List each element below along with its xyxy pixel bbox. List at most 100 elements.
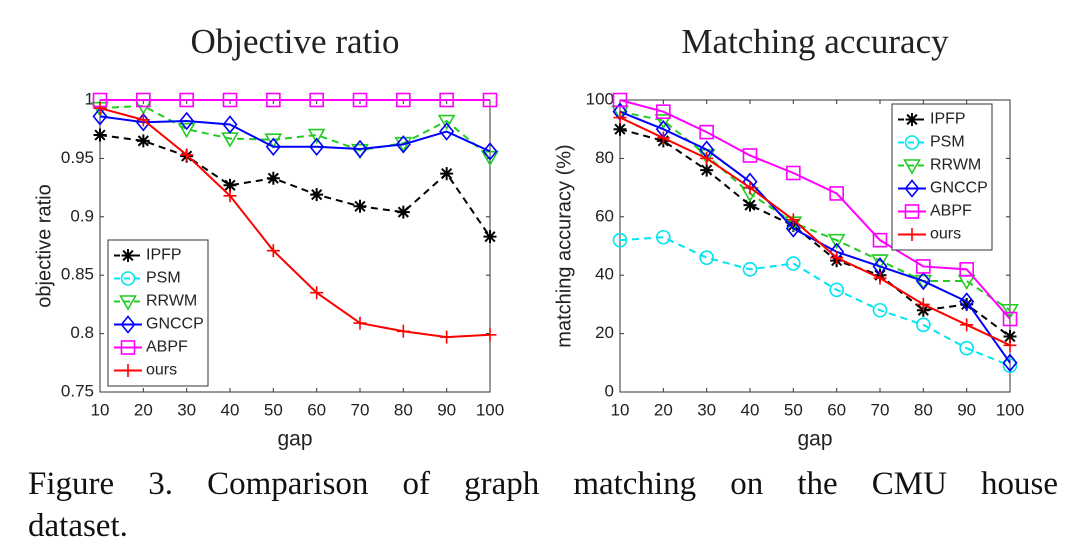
marker xyxy=(437,114,456,131)
marker xyxy=(309,92,324,108)
marker xyxy=(700,163,714,177)
x-tick-label: 10 xyxy=(611,400,630,419)
legend-box xyxy=(891,103,993,251)
marker xyxy=(1003,338,1017,352)
series-line xyxy=(99,115,491,153)
marker xyxy=(93,101,107,115)
legend-label: ours xyxy=(930,226,961,243)
marker xyxy=(310,286,324,300)
legend-label: ours xyxy=(146,362,177,379)
legend-label: IPFP xyxy=(146,247,182,264)
marker xyxy=(656,229,671,245)
marker xyxy=(699,250,714,265)
legend-label: GNCCP xyxy=(146,316,204,333)
marker xyxy=(699,124,714,140)
marker xyxy=(310,188,324,202)
y-tick-label: 80 xyxy=(595,148,614,167)
x-tick-label: 90 xyxy=(437,400,456,419)
chart-title: Objective ratio xyxy=(191,22,400,61)
marker xyxy=(1003,330,1017,344)
marker xyxy=(915,271,931,291)
chart-title: Matching accuracy xyxy=(681,22,949,61)
marker xyxy=(136,113,150,127)
marker xyxy=(872,302,888,318)
marker xyxy=(395,135,411,154)
marker xyxy=(960,318,974,332)
legend-label: GNCCP xyxy=(930,180,988,197)
caption-line: dataset. xyxy=(28,508,128,544)
marker xyxy=(786,256,801,271)
marker xyxy=(223,178,237,192)
marker xyxy=(309,137,325,156)
marker xyxy=(904,204,920,219)
marker xyxy=(612,92,628,108)
marker xyxy=(700,151,714,165)
marker xyxy=(873,271,887,285)
series-line xyxy=(619,99,1011,320)
y-tick-label: 100 xyxy=(586,89,614,108)
legend-label: ABPF xyxy=(146,339,188,356)
marker xyxy=(916,317,931,333)
x-tick-label: 30 xyxy=(177,400,196,419)
marker xyxy=(439,92,454,108)
marker xyxy=(904,179,920,198)
legend-label: IPFP xyxy=(930,111,966,128)
marker xyxy=(440,167,454,181)
x-tick-label: 20 xyxy=(654,400,673,419)
marker xyxy=(904,135,920,150)
marker xyxy=(830,251,844,265)
y-tick-label: 40 xyxy=(595,265,614,284)
marker xyxy=(307,128,326,145)
y-axis-label: objective ratio xyxy=(33,184,55,307)
x-tick-label: 50 xyxy=(784,400,803,419)
marker xyxy=(743,198,757,212)
marker xyxy=(222,92,238,108)
marker xyxy=(1001,303,1019,320)
marker xyxy=(179,111,195,131)
marker xyxy=(177,122,196,139)
legend-label: PSM xyxy=(146,270,181,287)
marker xyxy=(179,92,194,108)
series-line xyxy=(619,128,1011,338)
marker xyxy=(396,324,410,338)
y-axis-label: matching accuracy (%) xyxy=(553,144,575,347)
marker xyxy=(916,297,930,311)
marker xyxy=(612,232,628,248)
marker xyxy=(352,92,368,108)
legend-label: ABPF xyxy=(930,203,972,220)
marker xyxy=(872,232,888,248)
series-line xyxy=(619,236,1011,367)
marker xyxy=(222,115,238,134)
marker xyxy=(93,128,107,142)
marker xyxy=(483,230,497,244)
marker xyxy=(483,328,497,342)
marker xyxy=(613,122,627,136)
x-tick-label: 40 xyxy=(741,400,760,419)
y-tick-label: 0.8 xyxy=(70,323,94,342)
marker xyxy=(353,199,367,213)
marker xyxy=(121,249,135,262)
marker xyxy=(352,139,368,159)
x-axis-label: gap xyxy=(277,428,312,451)
marker xyxy=(903,159,921,175)
marker xyxy=(960,297,974,311)
y-tick-label: 0.95 xyxy=(61,148,94,167)
legend-label: PSM xyxy=(930,134,965,151)
marker xyxy=(265,137,281,156)
marker xyxy=(1002,358,1018,374)
marker xyxy=(1002,353,1018,373)
marker xyxy=(120,340,136,355)
y-tick-label: 60 xyxy=(595,206,614,225)
x-tick-label: 100 xyxy=(476,400,504,419)
marker xyxy=(742,262,758,277)
legend-label: RRWM xyxy=(146,293,197,310)
marker xyxy=(905,228,919,241)
x-tick-label: 80 xyxy=(914,400,933,419)
marker xyxy=(353,316,367,330)
x-tick-label: 70 xyxy=(351,400,370,419)
series-line xyxy=(619,110,1011,312)
marker xyxy=(119,295,137,311)
x-tick-label: 50 xyxy=(264,400,283,419)
marker xyxy=(396,92,411,108)
